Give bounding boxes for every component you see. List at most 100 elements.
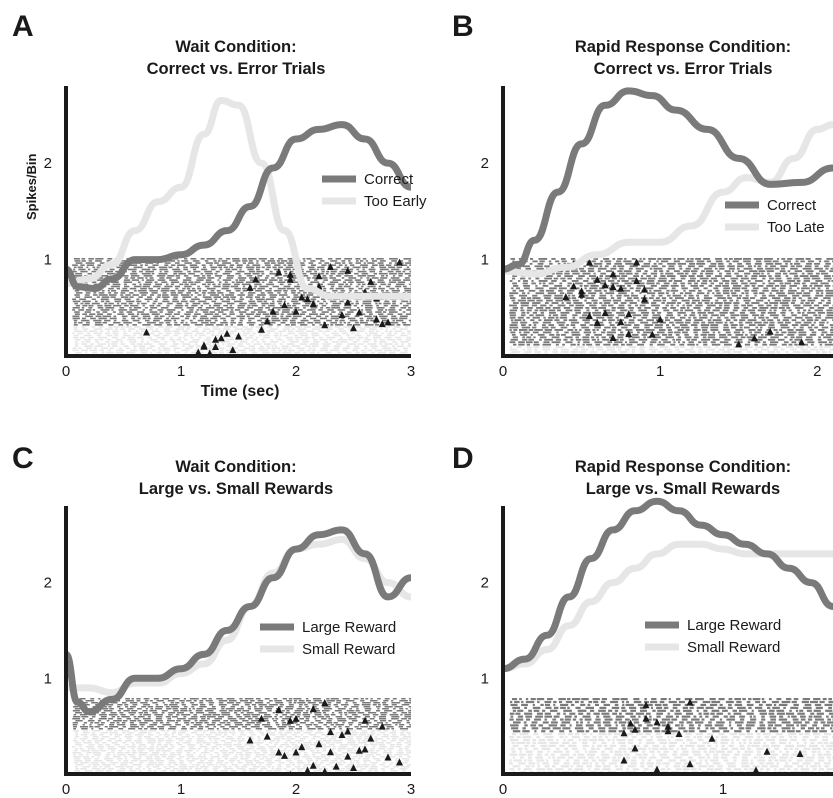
x-tick-label: 3 (407, 363, 415, 380)
raster-row-dark (73, 285, 411, 288)
raster-row-dark (509, 314, 833, 317)
response-marker (143, 328, 150, 336)
raster-row-dark (509, 700, 833, 704)
raster-row-dark (509, 341, 832, 344)
response-marker (246, 283, 254, 291)
raster-row-light (72, 347, 408, 350)
legend: Correct Too Early (322, 171, 427, 210)
response-marker (396, 258, 403, 266)
raster-row-dark (73, 266, 410, 269)
raster-row-light (75, 768, 408, 770)
legend-entry: Large Reward (302, 619, 396, 636)
raster-row-dark (509, 304, 833, 307)
panel-title-line2: Correct vs. Error Trials (594, 60, 773, 78)
legend-entry: Large Reward (687, 617, 781, 634)
raster-row-dark (512, 343, 833, 346)
response-marker (763, 747, 771, 755)
raster-row-dark (512, 289, 833, 292)
raster-row-light (74, 330, 411, 333)
response-marker (609, 270, 617, 278)
response-marker (286, 270, 294, 278)
raster-row-light (75, 744, 411, 746)
raster-row-dark (509, 272, 829, 275)
raster-row-dark (509, 292, 833, 295)
response-marker (298, 743, 306, 751)
response-marker (625, 310, 633, 318)
response-marker (338, 311, 346, 319)
raster-row-dark (512, 282, 829, 285)
response-marker (367, 734, 375, 742)
raster-row-light (75, 351, 408, 354)
raster-row-dark (512, 302, 831, 304)
series-line-small-reward (503, 540, 833, 673)
raster-row-dark (510, 331, 833, 334)
panel-c: C Wait Condition: Large vs. Small Reward… (12, 442, 415, 798)
raster-row-dark (74, 289, 411, 292)
response-marker (585, 258, 593, 266)
response-marker (361, 745, 369, 753)
raster-row-dark (510, 265, 833, 268)
series-line-correct (503, 87, 833, 273)
response-marker (620, 756, 628, 764)
response-marker (350, 324, 357, 332)
response-marker (373, 315, 380, 323)
raster-row-dark (509, 309, 833, 312)
response-marker (752, 766, 760, 774)
panel-title-line2: Correct vs. Error Trials (147, 60, 326, 78)
response-marker (585, 312, 593, 320)
raster-row-dark (72, 722, 411, 724)
x-tick-label: 1 (177, 781, 185, 798)
response-marker (796, 750, 804, 758)
response-marker (281, 751, 288, 759)
response-marker (620, 729, 628, 737)
raster-row-light (73, 762, 411, 764)
response-marker (327, 263, 334, 271)
response-marker (367, 277, 375, 285)
raster-row-dark (74, 700, 411, 702)
response-marker (292, 748, 300, 756)
raster-row-light (510, 346, 831, 349)
raster-row-dark (509, 316, 833, 319)
legend: Large Reward Small Reward (645, 617, 781, 656)
x-tick-label: 0 (499, 781, 507, 798)
raster-row-dark (74, 313, 411, 315)
raster (72, 698, 411, 774)
y-axis-label: Spikes/Bin (24, 153, 39, 220)
raster-row-light (512, 756, 833, 759)
response-marker (570, 282, 578, 290)
panel-title-line1: Wait Condition: (175, 458, 296, 476)
response-marker (617, 318, 625, 326)
axes: 0 1 1 2 (481, 506, 833, 798)
response-marker (361, 716, 369, 724)
raster-row-dark (72, 698, 411, 700)
response-marker (194, 348, 202, 356)
response-marker (664, 722, 672, 730)
response-marker (640, 295, 648, 303)
response-marker (578, 287, 586, 295)
response-marker (344, 266, 352, 274)
response-marker (309, 705, 317, 713)
response-marker (384, 753, 392, 761)
axes: 0 1 2 3 1 2 (44, 506, 415, 798)
panel-letter: B (452, 10, 474, 43)
raster-row-light (509, 348, 833, 351)
response-marker (653, 765, 661, 773)
response-marker (355, 746, 363, 754)
raster-row-dark (72, 270, 411, 273)
legend-entry: Too Early (364, 193, 427, 210)
response-marker (601, 309, 609, 317)
raster-row-light (72, 349, 408, 352)
response-marker (217, 334, 225, 342)
raster-row-dark (512, 307, 833, 309)
response-marker (735, 340, 743, 348)
raster-row-light (511, 750, 833, 753)
raster (509, 698, 833, 774)
raster-row-dark (511, 299, 831, 302)
raster-row-dark (73, 319, 411, 322)
raster-row-light (74, 770, 411, 772)
raster-row-dark (510, 338, 833, 341)
raster-row-dark (72, 307, 411, 309)
raster-row-dark (73, 702, 411, 704)
raster (509, 258, 833, 356)
response-marker (269, 307, 277, 315)
